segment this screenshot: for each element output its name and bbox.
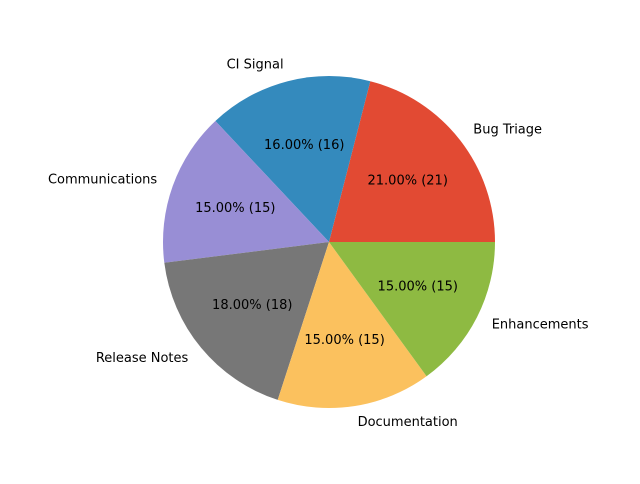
percent-labels: 21.00% (21) 16.00% (16) 15.00% (15) 18.00% … (195, 138, 458, 348)
percent-label-documentation: 15.00% (15) (304, 333, 384, 348)
pie-slice-ci-signal (215, 76, 371, 242)
percent-label-release-notes: 18.00% (18) (212, 298, 292, 313)
percent-label-communications: 15.00% (15) (195, 201, 275, 216)
category-label-documentation: Documentation (358, 415, 458, 430)
percent-label-bug-triage: 21.00% (21) (368, 173, 448, 188)
pie-slices (162, 76, 495, 408)
pie-slice-communications (162, 120, 329, 263)
category-label-bug-triage: Bug Triage (473, 123, 542, 138)
category-label-communications: Communications (48, 173, 157, 188)
category-labels: Bug Triage CI Signal Communications Release… (48, 58, 589, 430)
percent-label-enhancements: 15.00% (15) (378, 280, 458, 295)
pie-slice-release-notes (164, 242, 329, 400)
pie-slice-enhancements (329, 242, 495, 377)
category-label-release-notes: Release Notes (96, 351, 189, 366)
pie-slice-documentation (277, 242, 427, 408)
pie-slice-bug-triage (329, 81, 495, 242)
category-label-enhancements: Enhancements (492, 317, 589, 332)
category-label-ci-signal: CI Signal (227, 58, 284, 73)
percent-label-ci-signal: 16.00% (16) (264, 138, 344, 153)
